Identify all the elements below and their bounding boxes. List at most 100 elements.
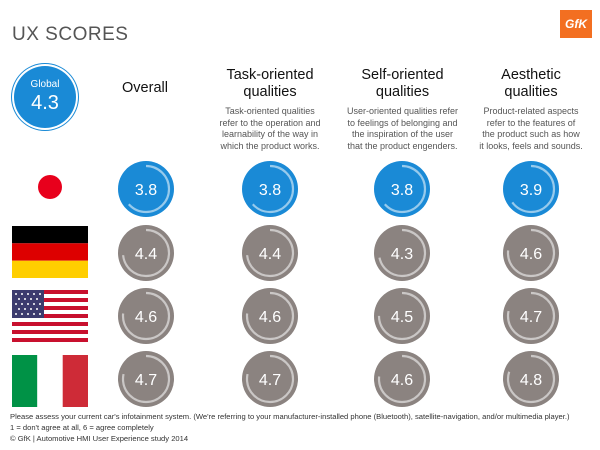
gfk-logo: GfK bbox=[560, 10, 592, 38]
score-value: 3.8 bbox=[135, 182, 157, 199]
score-value: 3.9 bbox=[520, 182, 542, 199]
score-circle-germany-2: 4.3 bbox=[374, 225, 430, 281]
usa-flag bbox=[12, 290, 88, 342]
score-disc bbox=[503, 225, 559, 281]
column-description: refer to the features of bbox=[486, 117, 576, 128]
score-value: 4.6 bbox=[135, 309, 157, 326]
footnote: Please assess your current car's infotai… bbox=[10, 411, 600, 444]
column-description: Product-related aspects bbox=[483, 106, 579, 116]
column-description: it looks, feels and sounds. bbox=[479, 140, 583, 151]
global-score-badge: Global 4.3 bbox=[14, 66, 76, 128]
score-circle-japan-2: 3.8 bbox=[374, 161, 430, 217]
column-description: Task-oriented qualities bbox=[225, 106, 315, 116]
score-circle-japan-0: 3.8 bbox=[118, 161, 174, 217]
score-disc bbox=[374, 225, 430, 281]
score-ring bbox=[121, 291, 171, 341]
score-value: 4.6 bbox=[520, 246, 542, 263]
score-ring bbox=[506, 228, 556, 278]
score-disc bbox=[118, 225, 174, 281]
score-value: 4.7 bbox=[135, 372, 157, 389]
score-disc bbox=[503, 288, 559, 344]
global-value: 4.3 bbox=[31, 92, 59, 114]
score-value: 3.8 bbox=[259, 182, 281, 199]
score-ring bbox=[121, 164, 171, 214]
score-disc bbox=[503, 161, 559, 217]
column-description: User-oriented qualities refer bbox=[346, 106, 459, 116]
score-disc bbox=[242, 161, 298, 217]
column-heading: qualities bbox=[243, 84, 297, 100]
score-value: 4.8 bbox=[520, 372, 542, 389]
score-ring bbox=[245, 354, 295, 404]
column-description: which the product works. bbox=[220, 140, 320, 151]
score-disc bbox=[374, 351, 430, 407]
column-description: refer to the operation and bbox=[219, 117, 321, 128]
column-heading: Self-oriented bbox=[361, 67, 444, 83]
score-value: 4.7 bbox=[520, 309, 542, 326]
score-disc bbox=[118, 288, 174, 344]
score-circle-germany-1: 4.4 bbox=[242, 225, 298, 281]
score-circle-usa-1: 4.6 bbox=[242, 288, 298, 344]
score-ring bbox=[377, 354, 427, 404]
column-heading: qualities bbox=[375, 84, 430, 100]
column-heading: qualities bbox=[504, 84, 558, 100]
score-disc bbox=[374, 288, 430, 344]
column-header-self: Self-oriented qualities User-oriented qu… bbox=[340, 67, 465, 152]
score-ring bbox=[245, 228, 295, 278]
italy-flag bbox=[12, 355, 88, 407]
score-value: 4.6 bbox=[259, 309, 281, 326]
score-circle-italy-3: 4.8 bbox=[503, 351, 559, 407]
column-header-aesthetic: Aesthetic qualities Product-related aspe… bbox=[470, 67, 592, 152]
score-value: 4.5 bbox=[391, 309, 413, 326]
score-ring bbox=[377, 164, 427, 214]
footnote-scale: 1 = don't agree at all, 6 = agree comple… bbox=[10, 423, 154, 432]
score-ring bbox=[121, 228, 171, 278]
score-circle-usa-0: 4.6 bbox=[118, 288, 174, 344]
global-label: Global bbox=[30, 79, 60, 90]
column-heading: Task-oriented bbox=[226, 67, 314, 83]
score-ring bbox=[506, 164, 556, 214]
score-ring bbox=[377, 228, 427, 278]
score-circle-germany-0: 4.4 bbox=[118, 225, 174, 281]
footnote-copyright: © GfK | Automotive HMI User Experience s… bbox=[10, 434, 189, 443]
score-circle-japan-3: 3.9 bbox=[503, 161, 559, 217]
score-value: 4.6 bbox=[391, 372, 413, 389]
footnote-question: Please assess your current car's infotai… bbox=[10, 412, 570, 421]
score-ring bbox=[121, 354, 171, 404]
column-heading: Overall bbox=[122, 80, 168, 96]
score-circle-usa-3: 4.7 bbox=[503, 288, 559, 344]
score-ring bbox=[377, 291, 427, 341]
column-header-task: Task-oriented qualities Task-oriented qu… bbox=[210, 67, 330, 152]
column-description: learnability of the way in bbox=[221, 129, 319, 139]
column-description: the product such as how bbox=[482, 129, 580, 139]
score-value: 3.8 bbox=[391, 182, 413, 199]
score-value: 4.3 bbox=[391, 246, 413, 263]
score-disc bbox=[118, 351, 174, 407]
score-ring bbox=[245, 291, 295, 341]
column-description: to feelings of belonging and bbox=[347, 117, 458, 128]
germany-flag bbox=[12, 226, 88, 278]
score-circle-usa-2: 4.5 bbox=[374, 288, 430, 344]
column-header-overall: Overall bbox=[100, 80, 190, 97]
score-value: 4.7 bbox=[259, 372, 281, 389]
score-circle-italy-1: 4.7 bbox=[242, 351, 298, 407]
score-disc bbox=[503, 351, 559, 407]
score-disc bbox=[118, 161, 174, 217]
score-ring bbox=[506, 291, 556, 341]
column-heading: Aesthetic bbox=[501, 67, 561, 83]
score-ring bbox=[506, 354, 556, 404]
score-disc bbox=[242, 351, 298, 407]
score-disc bbox=[242, 288, 298, 344]
score-circle-japan-1: 3.8 bbox=[242, 161, 298, 217]
score-circle-germany-3: 4.6 bbox=[503, 225, 559, 281]
japan-flag bbox=[12, 161, 88, 213]
score-circle-italy-2: 4.6 bbox=[374, 351, 430, 407]
score-ring bbox=[245, 164, 295, 214]
column-description: that the product engenders. bbox=[347, 140, 458, 151]
score-value: 4.4 bbox=[135, 246, 157, 263]
score-disc bbox=[374, 161, 430, 217]
score-circle-italy-0: 4.7 bbox=[118, 351, 174, 407]
page-title: UX SCORES bbox=[12, 24, 129, 45]
score-disc bbox=[242, 225, 298, 281]
score-value: 4.4 bbox=[259, 246, 281, 263]
column-description: the inspiration of the user bbox=[351, 129, 454, 139]
